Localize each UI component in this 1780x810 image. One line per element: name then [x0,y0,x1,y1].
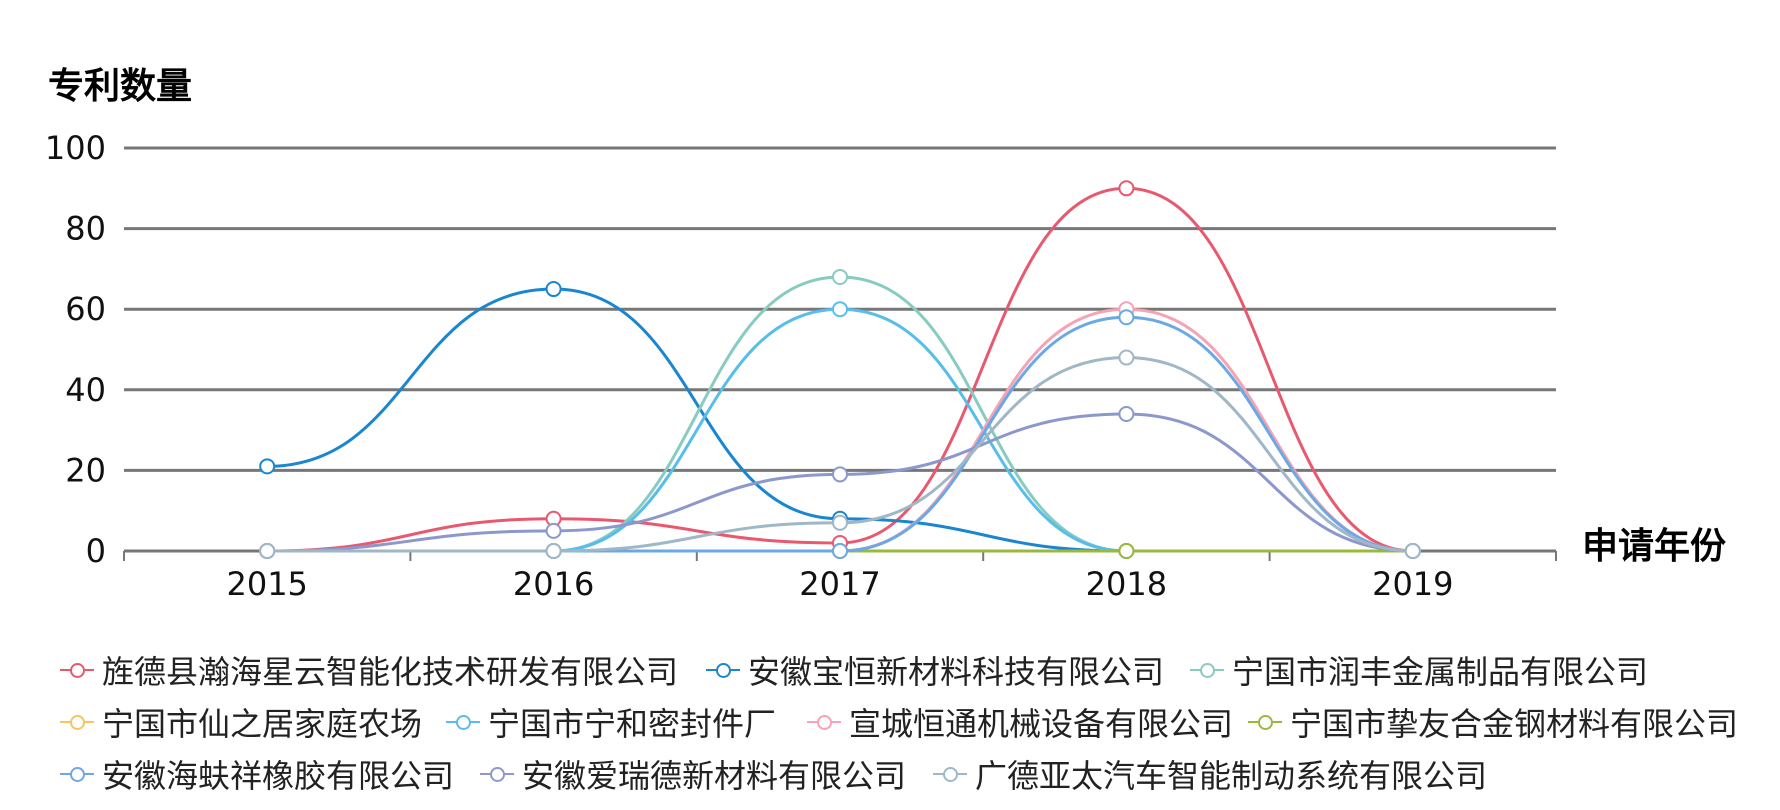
legend-item[interactable]: 宁国市仙之居家庭农场 [60,702,422,742]
x-tick-labels: 2015 2016 2017 2018 2019 [226,565,1453,603]
x-tick-label: 2016 [513,565,594,603]
series-line [267,277,1413,551]
data-point [833,302,847,316]
x-tick-label: 2017 [799,565,880,603]
y-tick-label: 20 [65,451,106,489]
legend-marker-icon [60,712,94,732]
legend-item[interactable]: 宁国市润丰金属制品有限公司 [1190,650,1648,690]
y-tick-labels: 0 20 40 60 80 100 [45,129,106,570]
legend-item[interactable]: 宁国市宁和密封件厂 [446,702,776,742]
legend-item[interactable]: 广德亚太汽车智能制动系统有限公司 [933,754,1487,794]
series-points [260,181,1420,558]
legend-label: 宁国市挚友合金钢材料有限公司 [1290,699,1738,745]
data-point [833,544,847,558]
y-tick-label: 40 [65,371,106,409]
legend-item[interactable]: 宣城恒通机械设备有限公司 [807,702,1233,742]
data-point [1119,544,1133,558]
legend-label: 宁国市宁和密封件厂 [488,699,776,745]
series-lines [267,188,1413,551]
x-tick-label: 2015 [226,565,307,603]
data-point [833,516,847,530]
data-point [547,544,561,558]
x-tick-label: 2019 [1372,565,1453,603]
legend-marker-icon [446,712,480,732]
legend-item[interactable]: 宁国市挚友合金钢材料有限公司 [1248,702,1738,742]
x-axis-label: 申请年份 [1582,526,1726,567]
data-point [547,282,561,296]
data-point [260,459,274,473]
legend-marker-icon [60,764,94,784]
legend-marker-icon [933,764,967,784]
series-line [267,188,1413,551]
line-chart: 专利数量 申请年份 020406080100 20152016201720182… [0,0,1780,640]
data-point [833,270,847,284]
legend-item[interactable]: 安徽宝恒新材料科技有限公司 [706,650,1164,690]
data-point [1119,181,1133,195]
legend-label: 旌德县瀚海星云智能化技术研发有限公司 [102,647,678,693]
y-tick-label: 0 [86,532,106,570]
legend-marker-icon [60,660,94,680]
data-point [547,524,561,538]
legend-marker-icon [1190,660,1224,680]
data-point [833,467,847,481]
y-tick-label: 100 [45,129,106,167]
legend-marker-icon [480,764,514,784]
legend-label: 安徽海蚨祥橡胶有限公司 [102,751,454,797]
x-tick-label: 2018 [1086,565,1167,603]
data-point [1406,544,1420,558]
legend-label: 广德亚太汽车智能制动系统有限公司 [975,751,1487,797]
y-tick-label: 60 [65,290,106,328]
legend-item[interactable]: 安徽海蚨祥橡胶有限公司 [60,754,454,794]
data-point [1119,310,1133,324]
y-tick-label: 80 [65,210,106,248]
data-point [260,544,274,558]
data-point [1119,407,1133,421]
legend-label: 宁国市润丰金属制品有限公司 [1232,647,1648,693]
legend-label: 宣城恒通机械设备有限公司 [849,699,1233,745]
data-point [1119,351,1133,365]
legend-label: 宁国市仙之居家庭农场 [102,699,422,745]
legend-marker-icon [706,660,740,680]
legend-label: 安徽宝恒新材料科技有限公司 [748,647,1164,693]
legend-marker-icon [807,712,841,732]
legend-item[interactable]: 安徽爱瑞德新材料有限公司 [480,754,906,794]
legend-label: 安徽爱瑞德新材料有限公司 [522,751,906,797]
legend-marker-icon [1248,712,1282,732]
legend-item[interactable]: 旌德县瀚海星云智能化技术研发有限公司 [60,650,678,690]
y-axis-label: 专利数量 [48,66,192,107]
